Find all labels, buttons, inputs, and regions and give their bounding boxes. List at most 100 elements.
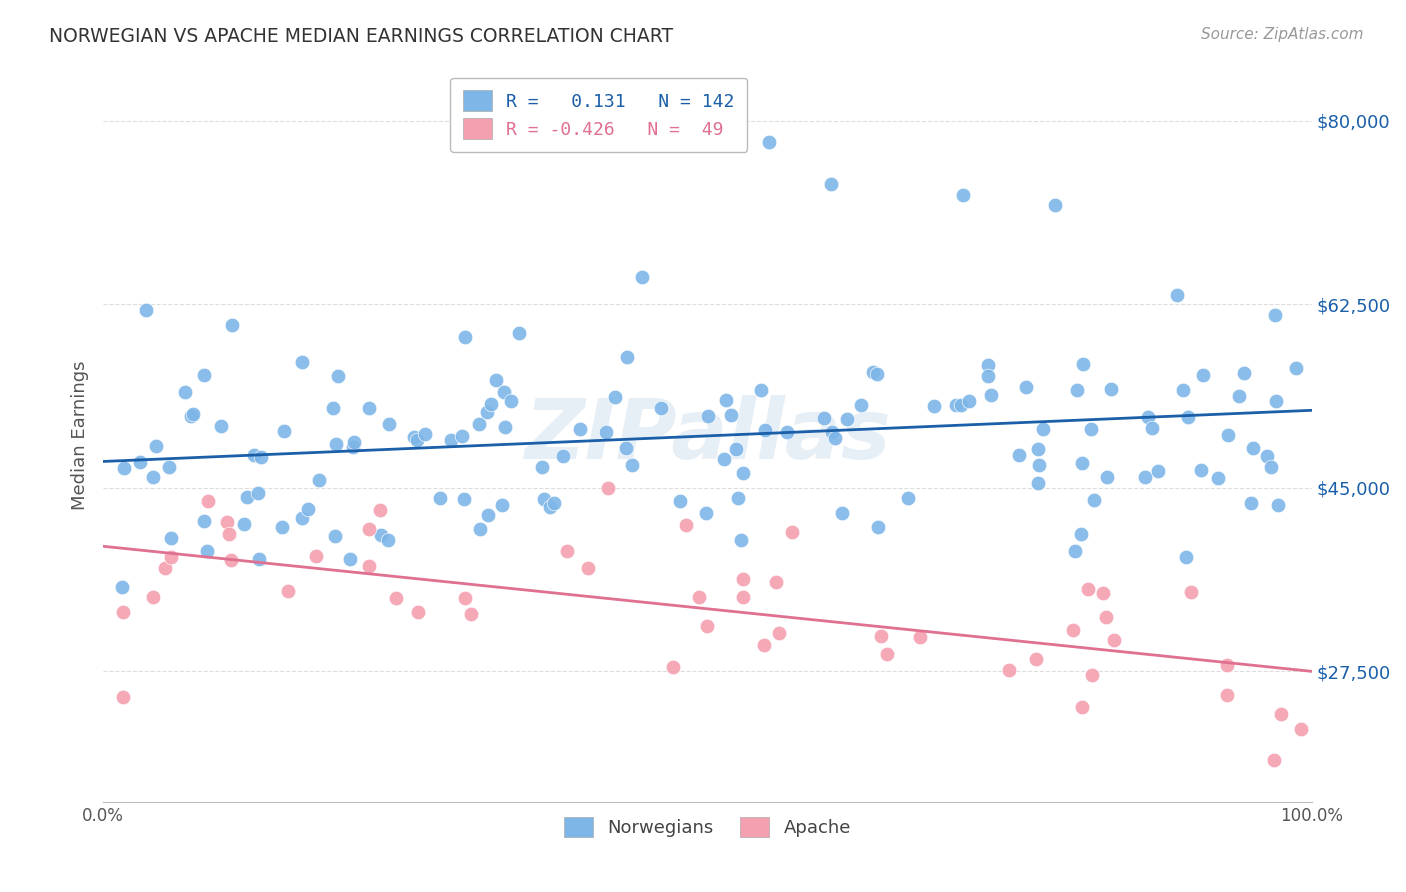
- Point: [553, 449, 575, 463]
- Point: [451, 429, 474, 443]
- Point: [243, 448, 266, 462]
- Point: [328, 369, 350, 384]
- Point: [980, 388, 1002, 402]
- Point: [173, 385, 195, 400]
- Point: [1137, 409, 1160, 424]
- Point: [1099, 382, 1122, 396]
- Legend: Norwegians, Apache: Norwegians, Apache: [557, 809, 859, 845]
- Point: [1208, 471, 1230, 485]
- Point: [343, 434, 366, 449]
- Point: [720, 409, 742, 423]
- Point: [631, 270, 654, 285]
- Point: [1264, 308, 1286, 322]
- Point: [1216, 428, 1239, 442]
- Point: [142, 590, 165, 604]
- Text: Source: ZipAtlas.com: Source: ZipAtlas.com: [1201, 27, 1364, 42]
- Point: [1032, 422, 1054, 436]
- Point: [145, 439, 167, 453]
- Point: [621, 458, 644, 472]
- Point: [405, 434, 427, 448]
- Point: [370, 503, 392, 517]
- Point: [209, 418, 232, 433]
- Point: [669, 493, 692, 508]
- Point: [696, 618, 718, 632]
- Point: [1147, 464, 1170, 478]
- Point: [952, 187, 974, 202]
- Point: [596, 481, 619, 495]
- Point: [1192, 368, 1215, 382]
- Point: [820, 425, 842, 439]
- Point: [1229, 389, 1251, 403]
- Point: [342, 440, 364, 454]
- Point: [1071, 357, 1094, 371]
- Point: [494, 385, 516, 400]
- Point: [247, 486, 270, 500]
- Point: [339, 552, 361, 566]
- Point: [1008, 448, 1031, 462]
- Point: [733, 590, 755, 604]
- Point: [866, 367, 889, 381]
- Point: [218, 527, 240, 541]
- Point: [1043, 198, 1066, 212]
- Point: [250, 450, 273, 464]
- Point: [1025, 651, 1047, 665]
- Point: [1216, 689, 1239, 703]
- Point: [862, 365, 884, 379]
- Point: [765, 574, 787, 589]
- Point: [236, 491, 259, 505]
- Point: [385, 591, 408, 606]
- Point: [128, 455, 150, 469]
- Point: [616, 351, 638, 365]
- Point: [813, 410, 835, 425]
- Point: [603, 390, 626, 404]
- Point: [1014, 380, 1036, 394]
- Point: [112, 690, 135, 705]
- Point: [325, 437, 347, 451]
- Y-axis label: Median Earnings: Median Earnings: [72, 360, 89, 510]
- Point: [291, 510, 314, 524]
- Point: [153, 561, 176, 575]
- Point: [1260, 460, 1282, 475]
- Point: [377, 533, 399, 547]
- Point: [758, 135, 780, 149]
- Point: [308, 473, 330, 487]
- Point: [197, 494, 219, 508]
- Point: [135, 303, 157, 318]
- Point: [614, 441, 637, 455]
- Point: [1140, 420, 1163, 434]
- Point: [1216, 658, 1239, 673]
- Point: [1166, 287, 1188, 301]
- Point: [595, 425, 617, 439]
- Point: [219, 553, 242, 567]
- Point: [157, 459, 180, 474]
- Point: [193, 514, 215, 528]
- Point: [413, 426, 436, 441]
- Point: [1066, 383, 1088, 397]
- Point: [1175, 549, 1198, 564]
- Point: [429, 491, 451, 505]
- Point: [494, 420, 516, 434]
- Point: [454, 330, 477, 344]
- Point: [688, 590, 710, 604]
- Point: [922, 399, 945, 413]
- Point: [142, 470, 165, 484]
- Point: [1071, 699, 1094, 714]
- Point: [977, 369, 1000, 384]
- Point: [531, 460, 554, 475]
- Point: [820, 177, 842, 191]
- Point: [1080, 421, 1102, 435]
- Point: [180, 409, 202, 424]
- Point: [193, 368, 215, 383]
- Point: [824, 431, 846, 445]
- Point: [273, 424, 295, 438]
- Point: [713, 452, 735, 467]
- Point: [749, 383, 772, 397]
- Point: [468, 522, 491, 536]
- Point: [481, 397, 503, 411]
- Point: [221, 318, 243, 332]
- Point: [491, 498, 513, 512]
- Point: [776, 425, 799, 440]
- Point: [454, 591, 477, 606]
- Point: [533, 491, 555, 506]
- Point: [752, 638, 775, 652]
